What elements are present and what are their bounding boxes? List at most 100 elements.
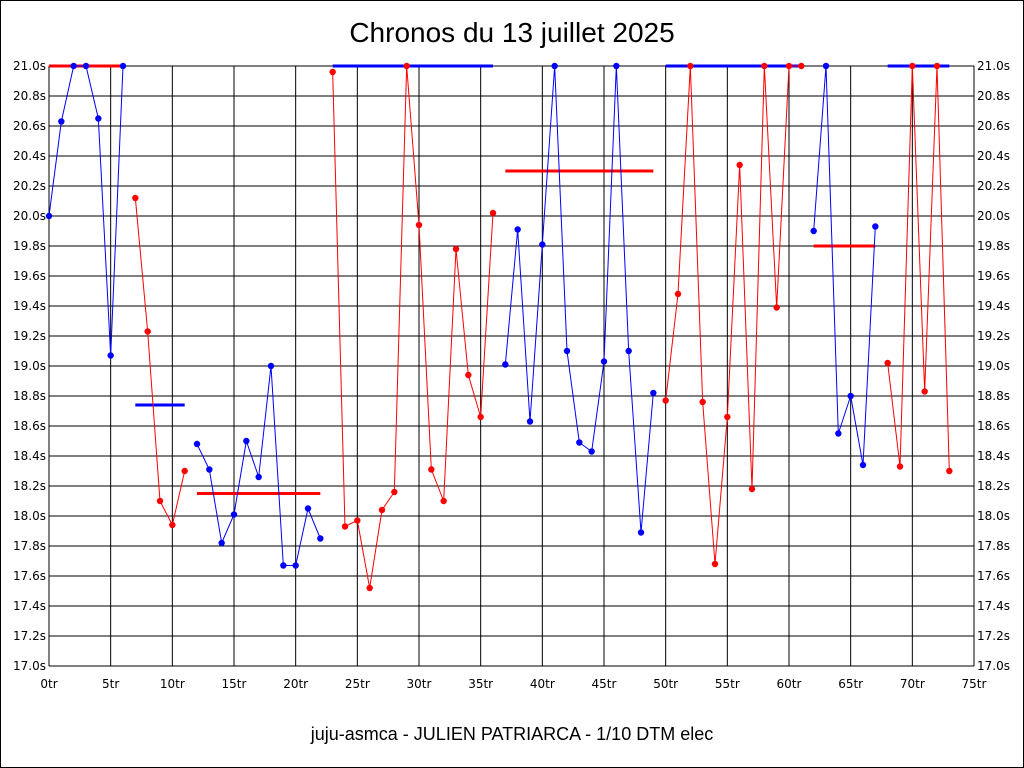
y-tick-label-right: 17.8s [977,539,1010,553]
y-tick-label-right: 20.4s [977,149,1010,163]
data-point [292,562,299,569]
y-tick-label-left: 17.8s [13,539,46,553]
data-point [625,347,632,355]
data-point [909,62,916,70]
data-point [699,398,706,406]
data-point [872,223,879,230]
series-line [665,65,802,565]
x-tick-label: 0tr [40,677,57,691]
y-tick-label-left: 17.6s [13,569,46,583]
series-line [134,197,186,527]
data-point [674,290,682,298]
data-point [181,467,188,475]
data-point [95,115,102,122]
y-tick-label-right: 17.6s [977,569,1010,583]
data-point [428,466,435,473]
y-tick-label-right: 17.0s [977,659,1010,673]
data-point [243,437,250,445]
data-point [70,62,77,70]
data-point [452,245,460,253]
y-tick-label-left: 17.2s [13,629,46,643]
x-tick-label: 60tr [777,677,802,691]
y-tick-label-right: 17.2s [977,629,1010,643]
y-tick-label-right: 18.0s [977,509,1010,523]
x-tick-label: 40tr [530,677,555,691]
data-point [82,62,90,70]
data-point [711,560,719,568]
y-tick-label-left: 20.6s [13,119,46,133]
tick-labels: 17.0s 17.0s 17.2s 17.2s 17.4s 17.4s 17.6s 17.6s… [13,59,1010,691]
data-points [45,62,953,592]
y-tick-label-left: 17.4s [13,599,46,613]
x-tick-label: 75tr [962,677,987,691]
data-point [551,62,558,70]
y-tick-label-right: 21.0s [977,59,1010,73]
data-point [613,62,620,70]
y-tick-label-left: 18.2s [13,479,46,493]
y-tick-label-left: 18.4s [13,449,46,463]
y-tick-label-right: 20.2s [977,179,1010,193]
data-point [489,209,497,217]
x-tick-label: 10tr [160,677,185,691]
y-tick-label-right: 18.6s [977,419,1010,433]
data-point [465,371,472,379]
y-tick-label-right: 19.4s [977,299,1010,313]
x-tick-label: 50tr [653,677,678,691]
data-point [884,359,891,367]
series-line [504,65,654,533]
data-point [650,389,657,397]
y-tick-label-right: 20.8s [977,89,1010,103]
data-point [588,448,595,455]
data-point [403,62,410,70]
y-tick-label-right: 20.6s [977,119,1010,133]
data-point [144,328,151,335]
data-point [255,473,262,481]
y-tick-label-right: 17.4s [977,599,1010,613]
x-tick-label: 25tr [345,677,370,691]
data-point [687,62,694,70]
data-point [798,62,805,70]
x-tick-label: 55tr [715,677,740,691]
y-tick-label-right: 19.0s [977,359,1010,373]
chart-subtitle: juju-asmca - JULIEN PATRIARCA - 1/10 DTM… [310,724,714,744]
data-point [662,397,669,404]
data-point [341,523,349,530]
x-tick-label: 5tr [102,677,119,691]
y-tick-label-right: 20.0s [977,209,1010,223]
data-point [280,562,287,569]
data-point [724,413,731,421]
data-point [45,212,53,220]
data-point [132,194,139,202]
data-point [354,517,361,524]
data-point [230,511,238,518]
data-point [378,506,386,514]
data-point [304,505,312,512]
data-point [773,304,780,311]
x-tick-label: 20tr [283,677,308,691]
x-tick-label: 70tr [900,677,925,691]
data-point [206,466,213,473]
data-point [576,439,583,446]
y-tick-label-left: 19.4s [13,299,46,313]
data-point [539,241,546,248]
y-tick-label-left: 18.0s [13,509,46,523]
data-point [366,584,373,592]
y-tick-label-left: 20.4s [13,149,46,163]
data-point [440,497,447,505]
data-point [637,529,645,536]
data-point [933,62,941,70]
average-lines [49,64,950,495]
x-tick-label: 45tr [592,677,617,691]
data-point [748,485,756,493]
data-point [169,521,176,529]
data-point [526,418,534,425]
data-point [600,358,608,365]
data-point [896,463,904,470]
data-point [193,440,201,448]
data-point [477,413,484,421]
data-point [391,488,398,496]
data-point [415,221,423,229]
y-tick-label-left: 20.0s [13,209,46,223]
x-tick-label: 65tr [838,677,863,691]
